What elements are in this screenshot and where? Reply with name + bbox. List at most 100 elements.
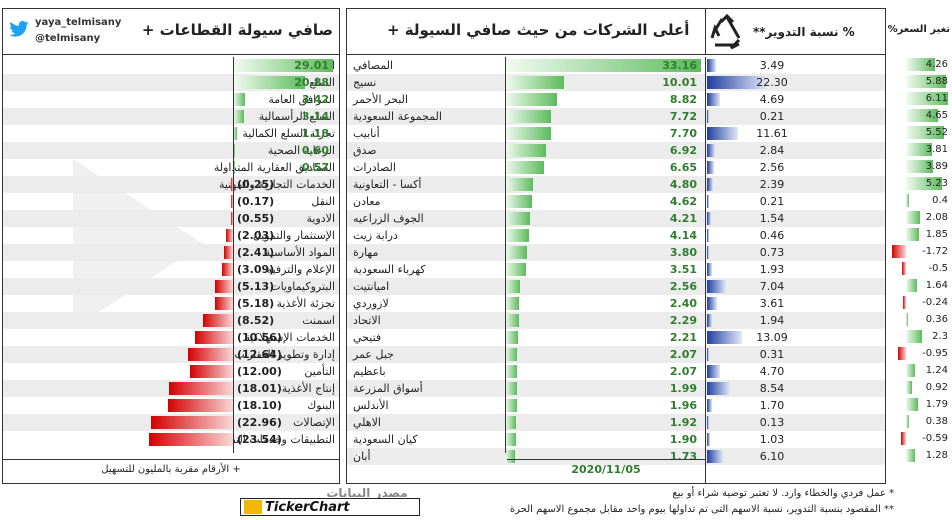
company-name: الأندلس: [353, 399, 389, 412]
sector-name: اسمنت: [302, 314, 335, 327]
turnover-note: ** المقصود بنسبة التدوير، نسبة الاسهم ال…: [509, 504, 894, 515]
change-value: 4.65: [925, 110, 948, 121]
company-name: أسواق المزرعة: [353, 382, 423, 395]
turnover-bar: [707, 144, 715, 157]
disclaimer-note: * عمل فردي والخطاء وارد. لا تعتبر توصية …: [672, 488, 894, 499]
col-divider: [705, 57, 706, 483]
sector-name: النقل: [311, 195, 335, 208]
change-header: تغير السعر%: [887, 24, 950, 35]
change-row: 6.11: [888, 90, 950, 107]
company-row: جبل عمر 2.07 0.31: [347, 346, 885, 363]
change-bar: [906, 126, 944, 139]
sector-row: التطبيقات وخدمات التقنية (23.54): [3, 431, 339, 448]
turnover-bar: [707, 229, 709, 242]
sector-name: تجزئة السلع الكمالية: [242, 127, 335, 140]
change-value: 2.08: [925, 212, 948, 223]
date-label: 2020/11/05: [507, 459, 705, 479]
company-net-value: 4.14: [669, 229, 697, 242]
sector-value: (0.55): [237, 212, 275, 225]
sector-title: صافي سيولة القطاعات +: [141, 21, 333, 39]
sector-row: الإتصالات (22.96): [3, 414, 339, 431]
company-net-value: 2.40: [669, 297, 697, 310]
tickerchart-logo: TickerChart: [240, 498, 420, 516]
sector-name: المواد الأساسية: [264, 246, 335, 259]
sector-bar: [190, 365, 233, 378]
sector-axis: [233, 57, 234, 453]
source-label: مصدر البيانات: [326, 486, 408, 500]
turnover-value: 3.49: [759, 59, 785, 72]
company-name: البحر الأحمر: [353, 93, 408, 106]
company-net-value: 4.80: [669, 178, 697, 191]
company-panel: أعلى الشركات من حيث صافي السيولة + % نسب…: [346, 8, 886, 484]
change-row: -0.95: [888, 345, 950, 362]
turnover-value: 22.30: [756, 76, 788, 89]
recycle-icon: [710, 14, 741, 50]
company-row: أنابيب 7.70 11.61: [347, 125, 885, 142]
sector-row: الادوية (0.55): [3, 210, 339, 227]
change-bar: [906, 364, 915, 377]
sector-bar: [231, 212, 233, 225]
change-row: 1.79: [888, 396, 950, 413]
company-row: الصادرات 6.65 2.56: [347, 159, 885, 176]
sector-bar: [221, 263, 233, 276]
change-value: 5.23: [925, 178, 948, 189]
turnover-value: 6.10: [759, 450, 785, 463]
company-net-bar: [505, 331, 519, 344]
turnover-bar: [707, 331, 743, 344]
sector-name: الإعلام والترفيه: [266, 263, 335, 276]
company-net-value: 3.80: [669, 246, 697, 259]
turnover-bar: [707, 195, 709, 208]
sector-name: الصناديق العقارية المتداولة: [213, 161, 335, 174]
sector-value: (22.96): [237, 416, 282, 429]
net-axis: [505, 57, 506, 453]
change-row: 4.65: [888, 107, 950, 124]
company-name: لازوردي: [353, 297, 389, 310]
turnover-bar: [707, 127, 739, 140]
sector-value: (5.18): [237, 297, 275, 310]
brand-handle: yaya_telmisany: [35, 17, 122, 28]
turnover-value: 0.21: [759, 110, 785, 123]
change-bar: [901, 262, 906, 275]
company-header: أعلى الشركات من حيث صافي السيولة + % نسب…: [347, 9, 885, 55]
sector-bar: [233, 144, 236, 157]
company-net-value: 4.62: [669, 195, 697, 208]
turnover-bar: [707, 365, 720, 378]
sector-value: (18.10): [237, 399, 282, 412]
company-net-value: 33.16: [662, 59, 697, 72]
sector-bar: [233, 59, 333, 72]
sector-value: (0.17): [237, 195, 275, 208]
company-net-value: 8.82: [669, 93, 697, 106]
turnover-bar: [707, 59, 717, 72]
sector-row: المرافق العامة 3.42: [3, 91, 339, 108]
sector-value: (2.03): [237, 229, 275, 242]
sector-row: المواد الأساسية (2.41): [3, 244, 339, 261]
change-bar: [906, 92, 948, 105]
company-row: المصافي 33.16 3.49: [347, 57, 885, 74]
company-net-bar: [505, 229, 530, 242]
turnover-value: 2.84: [759, 144, 785, 157]
sector-name: الإتصالات: [293, 416, 335, 429]
company-row: لازوردي 2.40 3.61: [347, 295, 885, 312]
company-title: أعلى الشركات من حيث صافي السيولة +: [387, 21, 690, 39]
company-net-bar: [505, 314, 519, 327]
company-row: درابة زيت 4.14 0.46: [347, 227, 885, 244]
turnover-value: 7.04: [759, 280, 785, 293]
change-value: 5.52: [925, 127, 948, 138]
company-net-bar: [505, 263, 526, 276]
sector-bar: [233, 127, 238, 140]
company-name: كهرباء السعودية: [353, 263, 426, 276]
sector-panel: yaya_telmisany @telmisany صافي سيولة الق…: [2, 8, 340, 484]
change-value: 0.38: [925, 416, 948, 427]
company-row: مهارة 3.80 0.73: [347, 244, 885, 261]
company-net-value: 10.01: [662, 76, 697, 89]
change-value: -0.5: [928, 263, 948, 274]
change-value: -0.59: [922, 433, 948, 444]
sector-bar: [233, 93, 245, 106]
change-row: 0.92: [888, 379, 950, 396]
sector-bar: [214, 297, 233, 310]
change-bar: [906, 177, 942, 190]
change-row: 3.81: [888, 141, 950, 158]
company-row: كهرباء السعودية 3.51 1.93: [347, 261, 885, 278]
company-net-value: 2.21: [669, 331, 697, 344]
